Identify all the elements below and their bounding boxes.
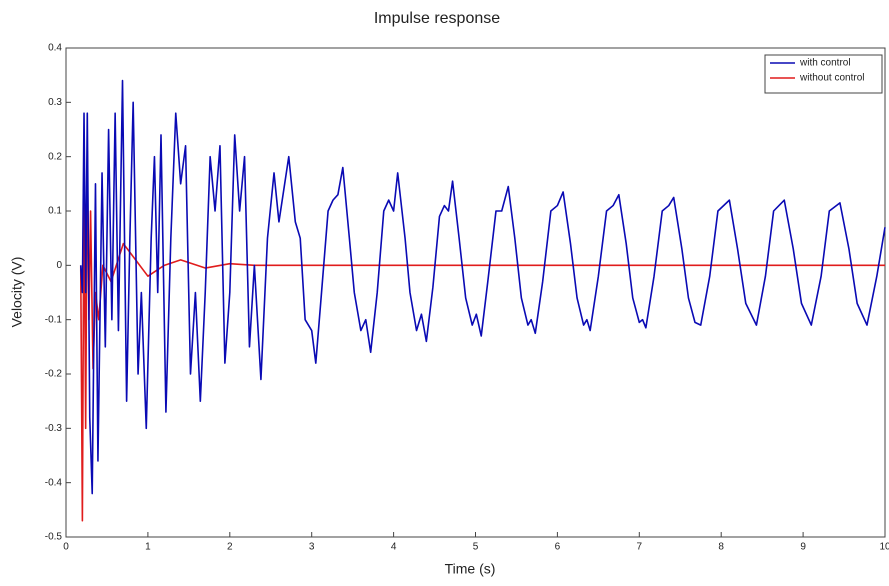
y-tick-label: 0.4 [48,43,62,54]
y-tick-label: 0 [56,260,62,271]
x-tick-label: 6 [555,542,561,553]
y-tick-label: -0.4 [45,477,63,488]
y-tick-label: 0.1 [48,206,62,217]
chart-title: Impulse response [374,10,500,27]
x-tick-label: 1 [145,542,151,553]
plot-area [65,47,886,538]
y-tick-label: -0.5 [45,532,63,543]
x-tick-label: 5 [473,542,479,553]
x-tick-label: 8 [718,542,724,553]
x-tick-label: 7 [637,542,643,553]
x-tick-label: 9 [800,542,806,553]
y-tick-label: -0.3 [45,423,63,434]
legend-label: without control [799,73,864,84]
x-tick-label: 2 [227,542,233,553]
series-line [79,150,885,522]
x-tick-label: 0 [63,542,69,553]
y-axis-label: Velocity (V) [9,257,25,328]
y-tick-label: 0.2 [48,151,62,162]
legend-label: with control [799,58,851,69]
x-axis-label: Time (s) [445,561,496,577]
legend-box [764,54,883,94]
x-tick-label: 4 [391,542,397,553]
series-line [79,79,886,495]
y-tick-label: -0.1 [45,314,63,325]
x-tick-label: 3 [309,542,315,553]
x-tick-label: 10 [879,542,889,553]
y-tick-label: 0.3 [48,97,62,108]
y-tick-label: -0.2 [45,369,63,380]
